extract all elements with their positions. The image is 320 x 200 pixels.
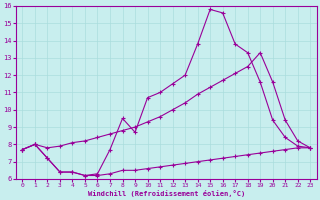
X-axis label: Windchill (Refroidissement éolien,°C): Windchill (Refroidissement éolien,°C) [88, 190, 245, 197]
